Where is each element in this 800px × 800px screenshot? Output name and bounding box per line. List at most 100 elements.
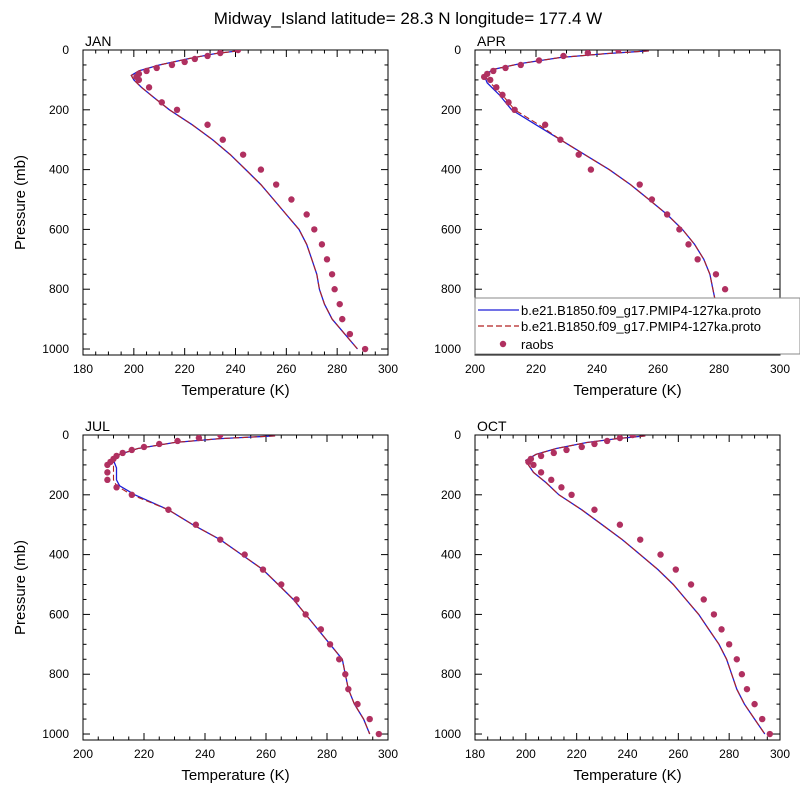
raobs-point — [361, 345, 369, 353]
x-tick-label: 300 — [378, 362, 398, 376]
raobs-point — [718, 626, 725, 633]
raobs-point — [345, 685, 352, 693]
raobs-point — [288, 196, 295, 203]
y-axis-label: Pressure (mb) — [12, 540, 29, 635]
panel-label: OCT — [477, 418, 507, 434]
raobs-point — [505, 99, 512, 106]
figure-title: Midway_Island latitude= 28.3 N longitude… — [214, 9, 602, 28]
raobs-point — [181, 58, 188, 66]
raobs-point — [563, 446, 570, 454]
x-tick-label: 200 — [465, 362, 485, 376]
raobs-point — [303, 211, 310, 218]
y-tick-label: 800 — [49, 667, 69, 681]
raobs-point — [128, 491, 135, 499]
y-tick-label: 400 — [441, 548, 461, 562]
raobs-point — [195, 435, 203, 442]
x-tick-label: 260 — [276, 362, 296, 376]
raobs-point — [336, 656, 343, 663]
raobs-point — [293, 596, 300, 603]
raobs-point — [346, 330, 354, 338]
raobs-point — [140, 443, 148, 451]
raobs-point — [636, 181, 643, 188]
raobs-point — [143, 67, 150, 75]
x-tick-label: 280 — [317, 747, 337, 761]
raobs-point — [629, 435, 636, 439]
legend-label: raobs — [521, 337, 554, 352]
y-tick-label: 600 — [49, 222, 69, 236]
plot-area — [130, 50, 369, 353]
panel-oct: OCT 180 200 220 240 260 280 300 0 200 400 600 800 100… — [434, 418, 790, 784]
y-tick-label: 0 — [62, 428, 69, 442]
raobs-point — [687, 581, 695, 588]
raobs-point — [165, 506, 172, 513]
raobs-point — [326, 641, 334, 648]
raobs-point — [615, 50, 622, 54]
panel-jan: JAN 180 200 220 240 260 280 300 0 200 400 600 800 100… — [12, 33, 398, 399]
x-tick-label: 240 — [617, 747, 637, 761]
raobs-point — [104, 461, 111, 469]
raobs-point — [657, 551, 664, 558]
y-tick-label: 800 — [441, 667, 461, 681]
raobs-point — [637, 536, 644, 543]
plot-frame — [82, 434, 389, 741]
raobs-point — [336, 300, 343, 308]
raobs-point — [525, 458, 532, 466]
y-tick-label: 1000 — [42, 727, 69, 741]
raobs-point — [204, 121, 211, 128]
legend-box — [474, 297, 800, 355]
raobs-point — [302, 611, 309, 618]
raobs-point — [537, 452, 545, 460]
y-tick-label: 200 — [49, 103, 69, 117]
y-tick-label: 0 — [454, 428, 461, 442]
x-tick-label: 300 — [378, 747, 398, 761]
raobs-point — [721, 286, 729, 293]
x-tick-label: 200 — [124, 362, 144, 376]
raobs-point — [616, 521, 624, 528]
y-tick-label: 1000 — [434, 342, 461, 356]
legend: b.e21.B1850.f09_g17.PMIP4-127ka.protob.e… — [474, 297, 800, 355]
raobs-point — [241, 551, 248, 558]
raobs-point — [234, 50, 242, 54]
y-tick-label: 1000 — [42, 342, 69, 356]
x-tick-label: 240 — [195, 747, 215, 761]
raobs-point — [575, 151, 582, 158]
raobs-point — [587, 166, 595, 173]
raobs-point — [153, 64, 160, 72]
raobs-point — [239, 151, 247, 158]
raobs-point — [104, 469, 111, 476]
raobs-point — [648, 196, 656, 203]
y-tick-label: 600 — [49, 607, 69, 621]
legend-label: b.e21.B1850.f09_g17.PMIP4-127ka.proto — [521, 303, 761, 318]
raobs-point — [603, 437, 611, 445]
y-tick-label: 400 — [441, 163, 461, 177]
raobs-point — [104, 476, 111, 484]
y-tick-label: 200 — [441, 103, 461, 117]
x-tick-label: 240 — [587, 362, 607, 376]
x-tick-label: 260 — [256, 747, 276, 761]
x-tick-label: 260 — [648, 362, 668, 376]
raobs-point — [541, 121, 549, 128]
model-line-solid — [112, 435, 371, 735]
legend-label: b.e21.B1850.f09_g17.PMIP4-127ka.proto — [521, 319, 761, 334]
raobs-point — [257, 166, 265, 173]
raobs-point — [331, 286, 338, 293]
y-tick-label: 400 — [49, 163, 69, 177]
y-tick-label: 200 — [441, 488, 461, 502]
x-tick-label: 180 — [73, 362, 93, 376]
raobs-point — [751, 700, 758, 708]
raobs-point — [743, 685, 751, 693]
raobs-point — [323, 256, 331, 263]
raobs-point — [530, 461, 537, 469]
raobs-point — [113, 484, 120, 491]
raobs-point — [311, 226, 318, 233]
raobs-point — [517, 61, 524, 69]
x-tick-label: 280 — [709, 362, 729, 376]
raobs-point — [354, 700, 361, 708]
y-tick-label: 600 — [441, 607, 461, 621]
plot-frame — [82, 49, 389, 356]
y-tick-label: 600 — [441, 222, 461, 236]
y-tick-label: 800 — [49, 282, 69, 296]
raobs-point — [663, 211, 671, 218]
raobs-point — [557, 136, 564, 143]
